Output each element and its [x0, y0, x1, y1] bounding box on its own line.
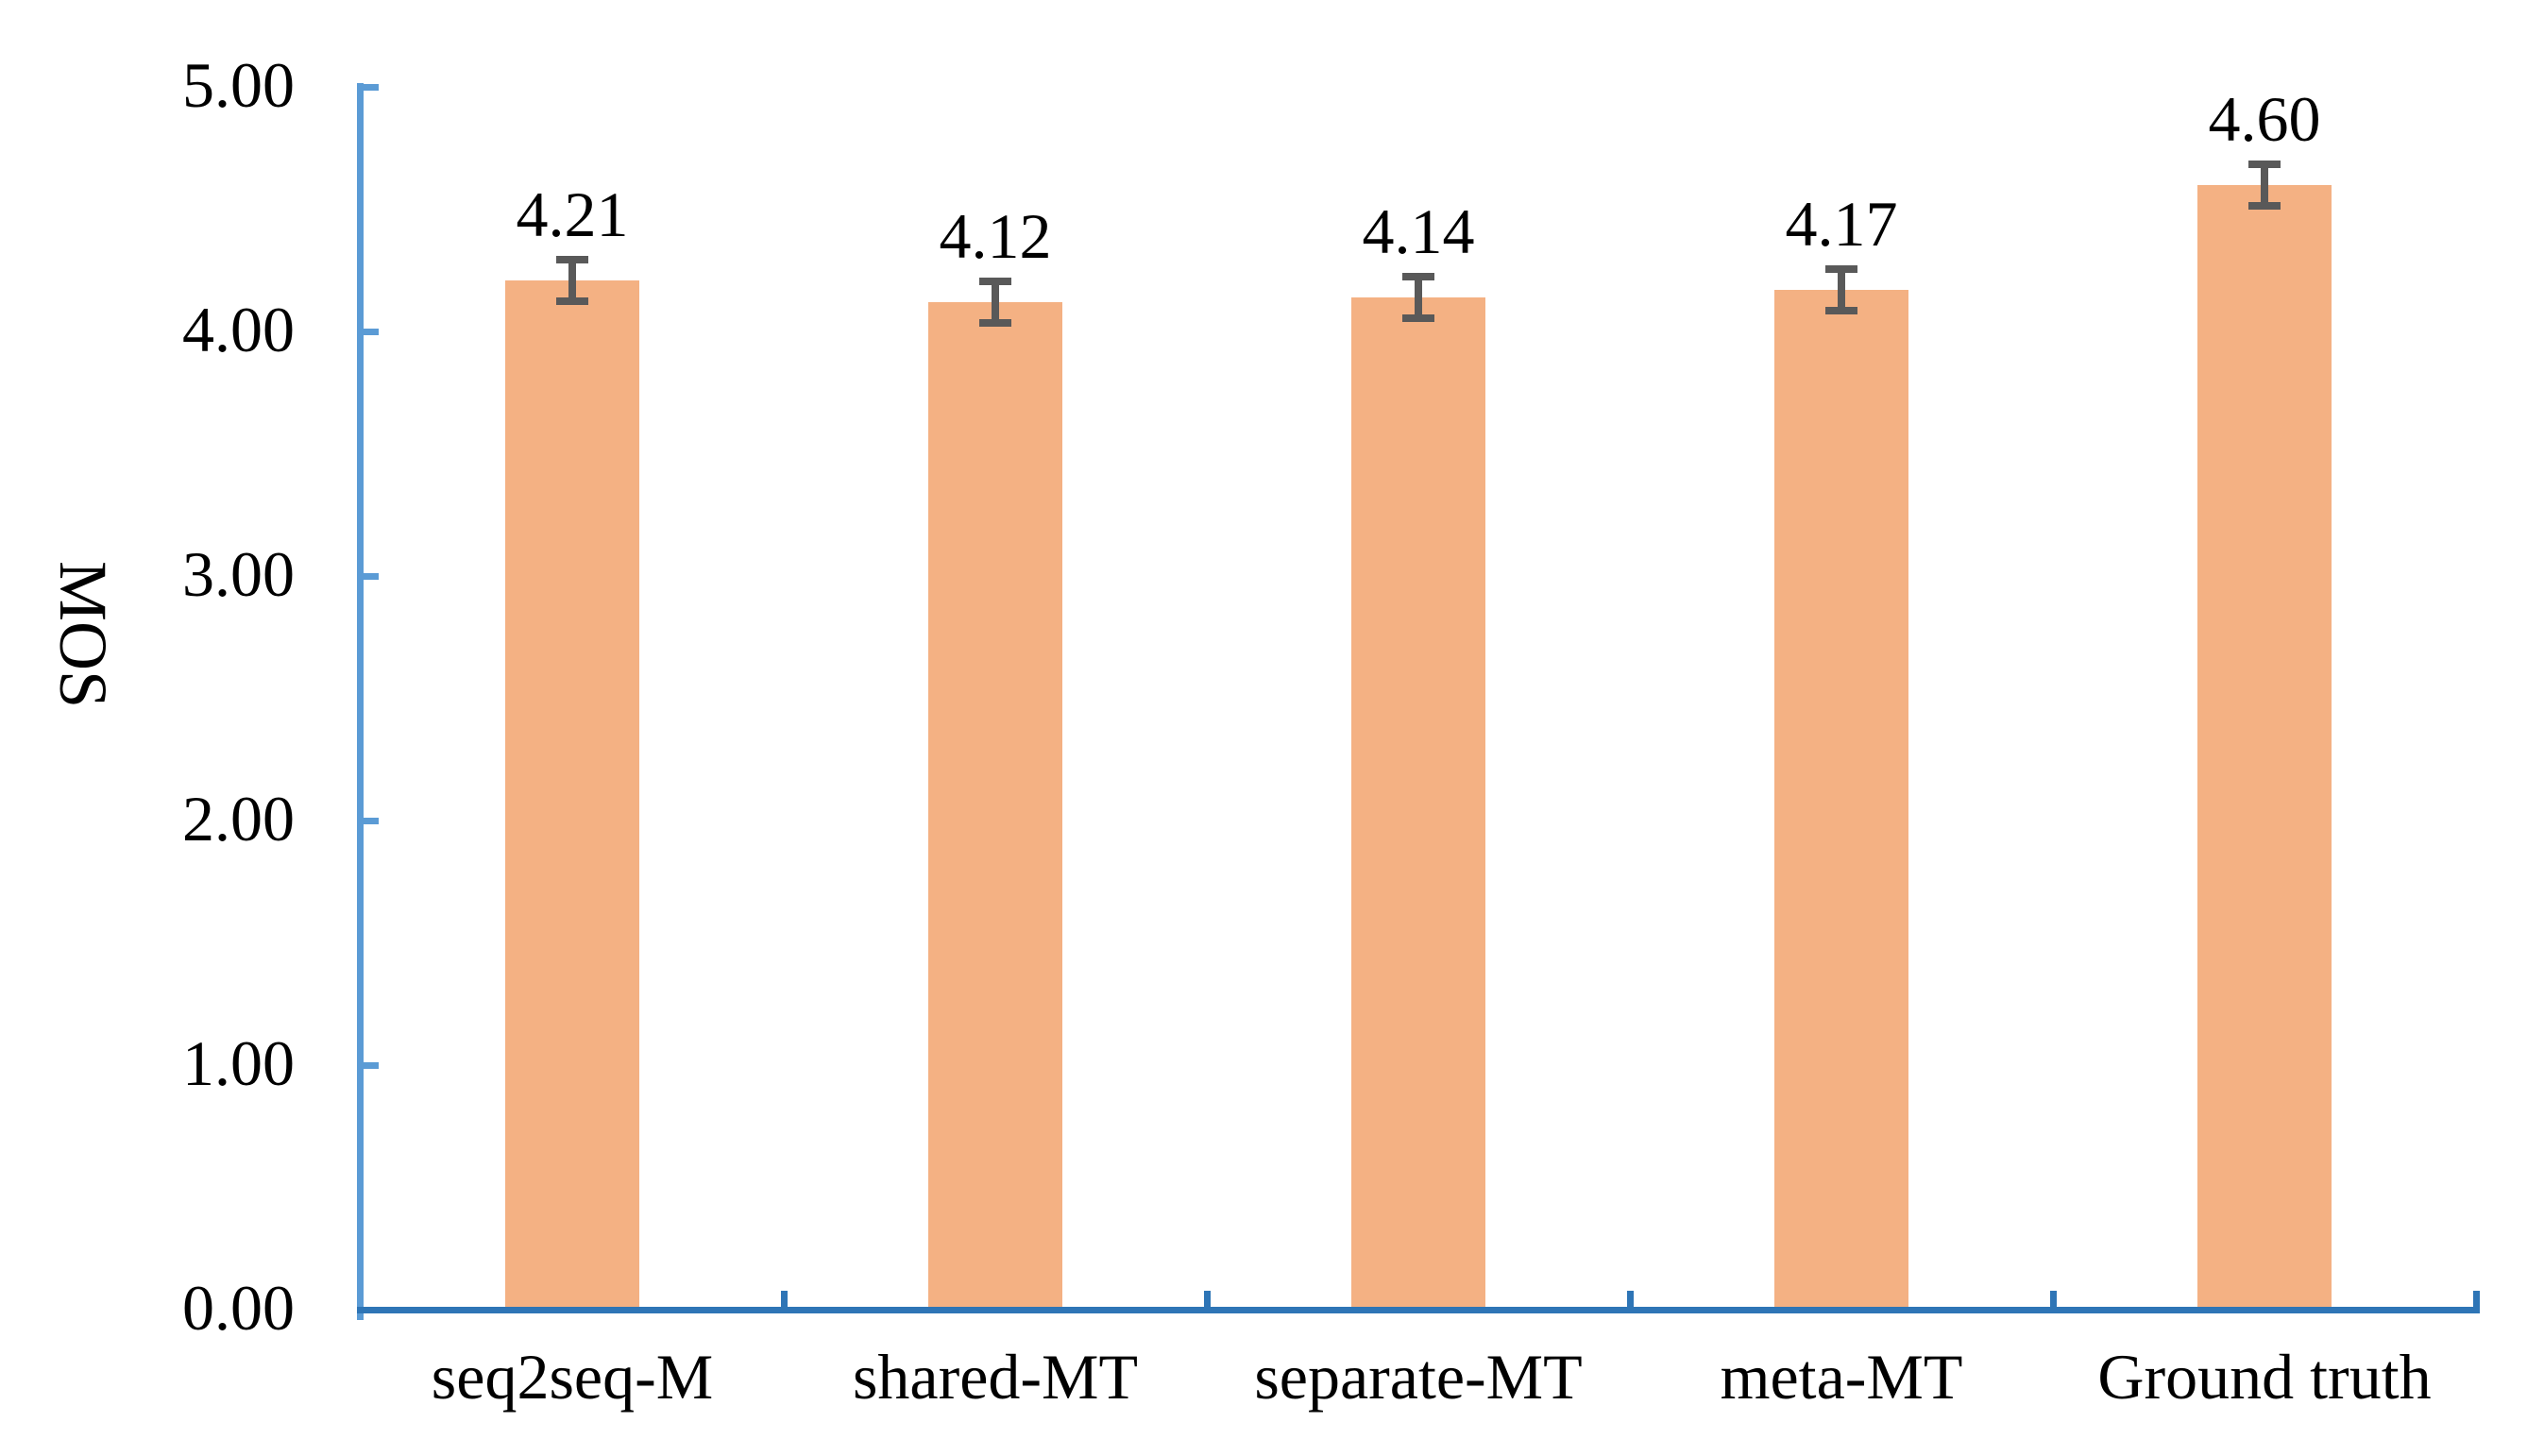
data-label: 4.12 [939, 200, 1052, 272]
error-bar-bottom-cap [979, 319, 1011, 327]
y-tick-label: 3.00 [182, 538, 295, 610]
error-bar-top-cap [1825, 265, 1857, 273]
y-tick [364, 818, 379, 824]
bar [1774, 290, 1908, 1311]
y-tick [364, 84, 379, 91]
category-label: Ground truth [2097, 1341, 2432, 1413]
error-bar-top-cap [1402, 273, 1434, 280]
error-bar-bottom-cap [1825, 307, 1857, 314]
data-label: 4.17 [1785, 188, 1898, 260]
error-bar-whisker [2261, 161, 2268, 210]
y-tick-label: 4.00 [182, 294, 295, 365]
x-tick [2473, 1291, 2480, 1307]
y-tick-label: 1.00 [182, 1027, 295, 1099]
error-bar-bottom-cap [1402, 314, 1434, 322]
error-bar-whisker [568, 256, 576, 305]
data-label: 4.14 [1362, 195, 1475, 267]
data-label: 4.60 [2208, 83, 2321, 155]
y-tick [364, 329, 379, 335]
error-bar-top-cap [979, 278, 1011, 285]
x-tick [1627, 1291, 1634, 1307]
bar [928, 302, 1062, 1311]
category-label: meta-MT [1720, 1341, 1963, 1413]
y-tick [364, 573, 379, 580]
x-tick [1204, 1291, 1211, 1307]
error-bar-whisker [1415, 273, 1422, 322]
data-label: 4.21 [516, 178, 629, 250]
x-tick [2050, 1291, 2057, 1307]
y-axis-line [357, 83, 364, 1320]
category-label: shared-MT [852, 1341, 1139, 1413]
error-bar-whisker [1838, 265, 1845, 314]
bar [2197, 185, 2332, 1311]
y-tick-label: 2.00 [182, 783, 295, 855]
y-tick-label: 0.00 [182, 1272, 295, 1344]
bar [1351, 297, 1485, 1311]
y-tick-label: 5.00 [182, 49, 295, 121]
error-bar-top-cap [2248, 161, 2281, 168]
category-label: separate-MT [1254, 1341, 1583, 1413]
x-tick [781, 1291, 788, 1307]
error-bar-bottom-cap [556, 297, 588, 305]
error-bar-top-cap [556, 256, 588, 263]
x-axis-line [357, 1307, 2480, 1313]
error-bar-whisker [992, 278, 999, 327]
category-label: seq2seq-M [431, 1341, 714, 1413]
error-bar-bottom-cap [2248, 202, 2281, 210]
y-tick [364, 1062, 379, 1069]
bar [505, 280, 639, 1311]
